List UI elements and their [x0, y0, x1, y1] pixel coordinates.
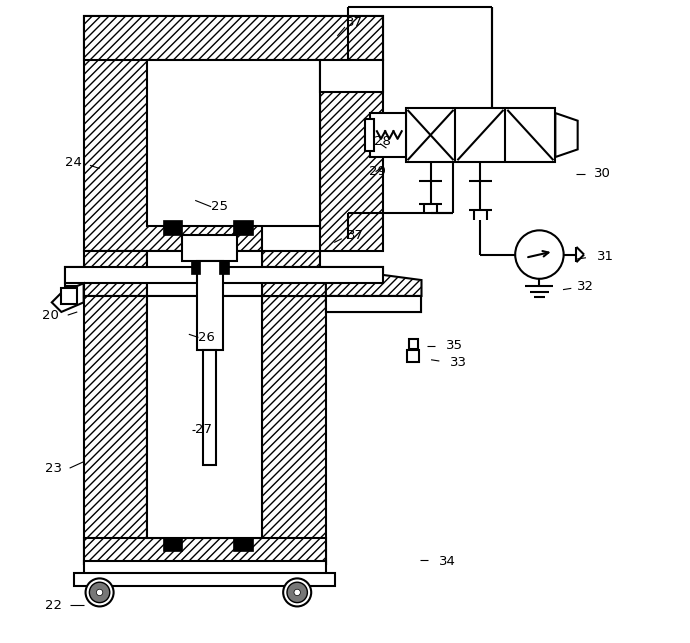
Bar — [233, 538, 253, 551]
Polygon shape — [83, 296, 148, 564]
Bar — [61, 288, 77, 304]
Bar — [326, 296, 422, 312]
Text: 20: 20 — [42, 309, 59, 322]
Bar — [65, 267, 383, 284]
Bar — [148, 60, 319, 226]
Text: 29: 29 — [368, 165, 386, 178]
Polygon shape — [83, 251, 148, 296]
Polygon shape — [83, 15, 383, 60]
Text: 28: 28 — [374, 135, 391, 149]
Bar — [74, 574, 335, 586]
Bar — [408, 350, 419, 361]
Circle shape — [294, 589, 300, 595]
Polygon shape — [262, 267, 383, 296]
Bar — [204, 350, 216, 465]
Text: 26: 26 — [199, 331, 215, 344]
Text: 37: 37 — [347, 229, 364, 242]
Text: 33: 33 — [450, 356, 467, 370]
Circle shape — [86, 579, 114, 606]
Bar — [408, 340, 418, 349]
Text: 27: 27 — [195, 423, 213, 437]
Bar — [371, 113, 406, 157]
Polygon shape — [262, 251, 319, 296]
Bar — [182, 235, 237, 261]
Bar — [190, 261, 200, 274]
Text: 35: 35 — [446, 340, 463, 352]
Text: 24: 24 — [65, 156, 81, 168]
Bar — [83, 561, 326, 577]
Bar — [406, 108, 555, 162]
Circle shape — [287, 582, 307, 602]
Bar — [164, 219, 182, 235]
Bar — [164, 538, 182, 551]
Circle shape — [515, 230, 564, 279]
Polygon shape — [326, 267, 422, 296]
Text: 32: 32 — [577, 280, 594, 293]
Polygon shape — [326, 296, 422, 312]
Polygon shape — [555, 113, 578, 157]
Bar — [233, 219, 253, 235]
Bar — [219, 261, 229, 274]
Circle shape — [90, 582, 110, 602]
Text: 34: 34 — [440, 555, 456, 568]
Polygon shape — [83, 538, 326, 564]
Polygon shape — [83, 15, 262, 251]
Polygon shape — [319, 15, 383, 251]
Text: 30: 30 — [593, 167, 611, 180]
Bar — [197, 261, 223, 350]
Circle shape — [283, 579, 311, 606]
Polygon shape — [262, 296, 326, 564]
Polygon shape — [52, 284, 83, 312]
Text: 22: 22 — [46, 599, 62, 611]
Bar — [319, 60, 383, 92]
Text: 37: 37 — [346, 16, 363, 29]
Bar — [148, 251, 262, 296]
Bar — [148, 296, 262, 538]
Bar — [65, 267, 83, 286]
Circle shape — [97, 589, 103, 595]
Bar — [365, 120, 374, 150]
Text: 31: 31 — [597, 250, 614, 263]
Text: 25: 25 — [211, 200, 228, 213]
Text: 23: 23 — [46, 462, 62, 475]
